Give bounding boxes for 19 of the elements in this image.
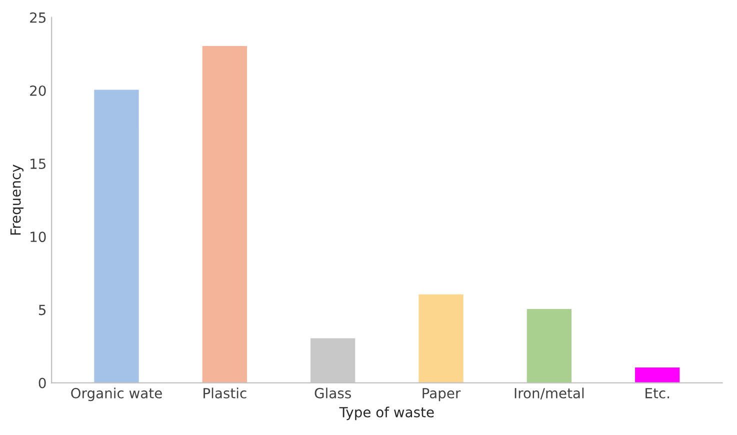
x-tick-label: Paper [422, 388, 461, 402]
x-tick-label: Etc. [646, 388, 669, 398]
y-tick-label: 10 [30, 232, 46, 242]
x-tick-label: Iron/metal [514, 388, 584, 400]
y-tick-label: 0 [38, 378, 46, 388]
y-tick-label: 25 [30, 12, 46, 23]
bar [202, 46, 247, 383]
x-axis-title: Type of waste [339, 406, 434, 420]
bar [418, 294, 464, 383]
y-tick-label: 20 [30, 85, 46, 96]
x-tick-label: Plastic [204, 388, 246, 398]
bar [94, 90, 139, 383]
x-tick-label: Glass [314, 388, 351, 398]
bar [635, 367, 680, 383]
x-tick-label: Organic wate [71, 388, 162, 402]
y-tick-label: 5 [38, 304, 46, 316]
y-tick-label: 15 [30, 158, 46, 170]
bar [526, 309, 572, 383]
y-axis-title: Frequency [10, 164, 24, 235]
